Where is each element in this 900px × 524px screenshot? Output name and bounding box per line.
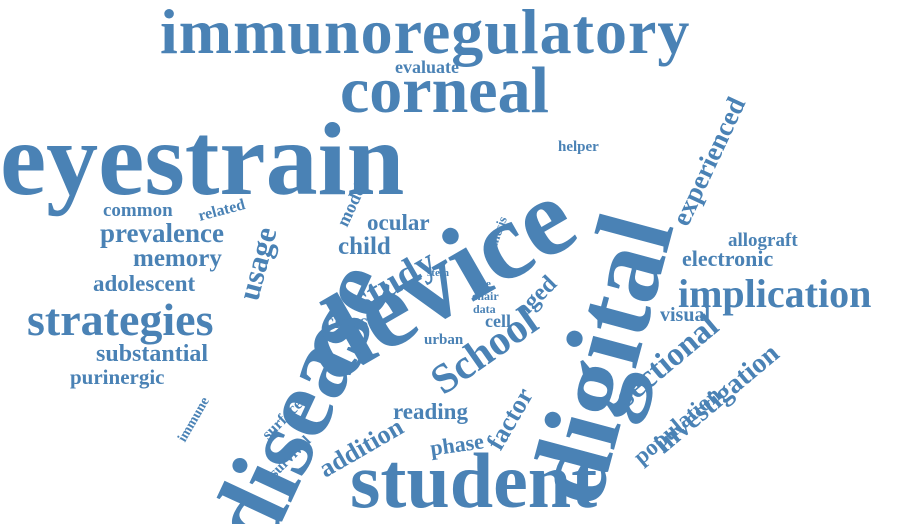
word-corneal: corneal [340,54,549,127]
word-visual: visual [660,304,711,326]
word-chair: chair [472,289,499,303]
word-urban: urban [424,332,464,348]
word-prevalence: prevalence [100,218,224,248]
word-ocular: ocular [367,210,430,235]
word-experienced: experienced [665,92,752,231]
word-helper: helper [558,139,599,155]
word-reading: reading [393,399,468,424]
word-common: common [103,200,173,221]
word-immunoregulatory: immunoregulatory [160,0,691,67]
word-stem: stem [427,267,449,279]
word-eyestrain: eyestrain [0,102,405,217]
word-substantial: substantial [96,341,209,367]
word-usage: usage [230,223,284,304]
word-purinergic: purinergic [70,365,165,389]
word-adolescent: adolescent [93,271,196,296]
word-cross: cross [325,311,368,333]
word-child: child [338,233,391,260]
word-strategies: strategies [27,294,214,345]
word-implication: implication [678,271,872,316]
word-immune: immune [175,394,213,445]
word-data: data [473,302,496,316]
word-electronic: electronic [682,246,774,271]
word-evaluate: evaluate [395,57,459,77]
word-allograft: allograft [728,230,798,251]
word-memory: memory [133,245,222,272]
word-student: student [350,437,598,524]
word-rate: rate [472,278,491,290]
word-cell: cell [485,311,511,331]
